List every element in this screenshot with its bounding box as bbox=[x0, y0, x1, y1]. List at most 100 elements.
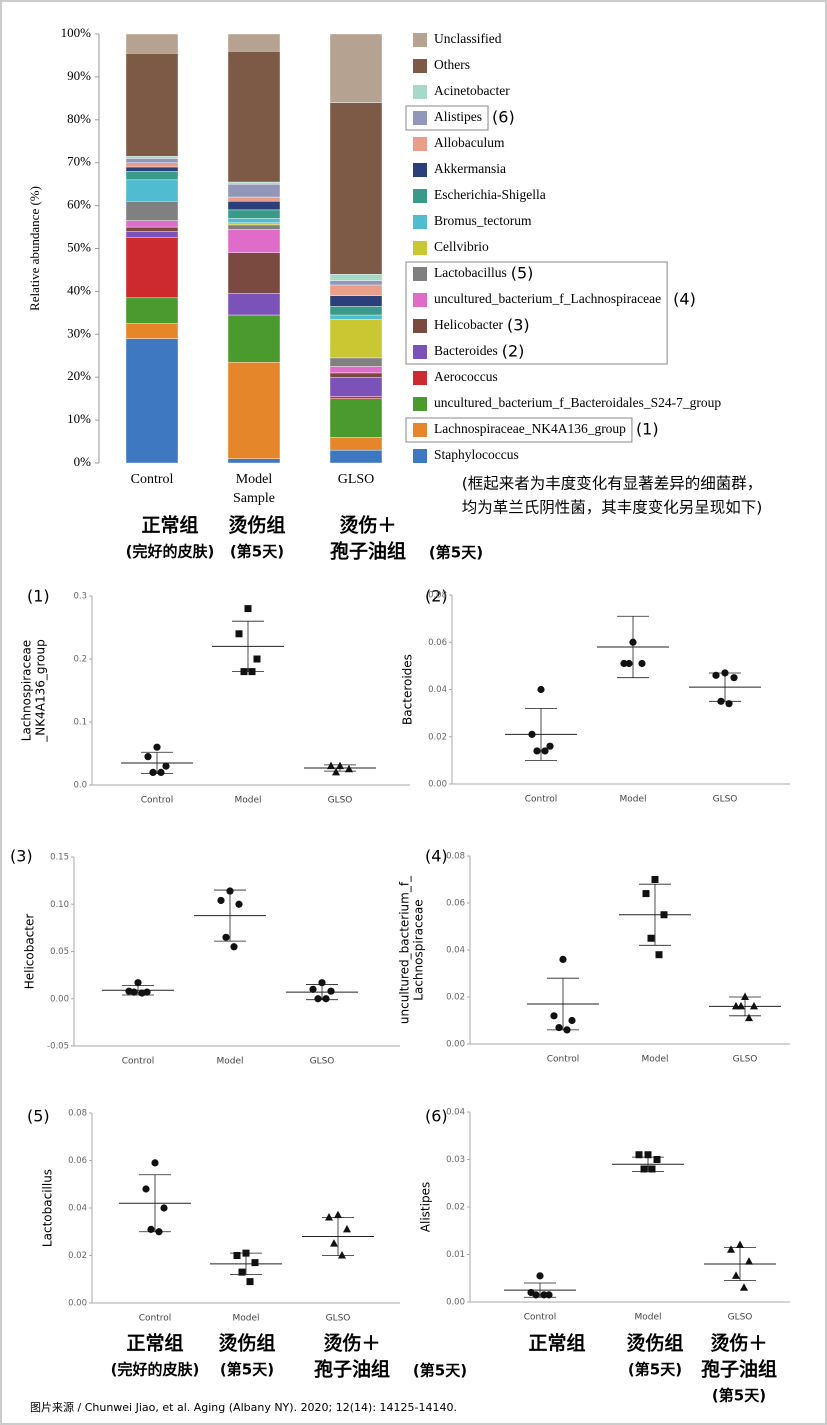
bar-segment bbox=[125, 33, 179, 54]
y-tick-label: 0.00 bbox=[446, 1298, 465, 1308]
legend-label: Cellvibrio bbox=[434, 239, 489, 254]
bar-segment bbox=[227, 228, 281, 253]
legend-tag: (2) bbox=[502, 342, 525, 361]
x-tick-label: Control bbox=[131, 472, 174, 487]
legend-swatch bbox=[413, 59, 427, 73]
group-caption: 烫伤组 bbox=[218, 1332, 275, 1355]
group-caption: (完好的皮肤) bbox=[126, 543, 215, 561]
bar-segment bbox=[227, 361, 281, 459]
point bbox=[246, 1278, 254, 1286]
bar-segment bbox=[227, 50, 281, 183]
point bbox=[642, 890, 650, 898]
legend-swatch bbox=[413, 319, 427, 333]
y-tick-label: 30% bbox=[67, 325, 91, 340]
legend-label: Bromus_tectorum bbox=[434, 213, 532, 228]
y-tick-label: 90% bbox=[67, 68, 91, 83]
bar-segment bbox=[329, 280, 383, 286]
y-tick-label: 0.00 bbox=[446, 1040, 465, 1050]
bar-segment bbox=[227, 218, 281, 223]
point bbox=[725, 700, 733, 708]
bar-segment bbox=[227, 181, 281, 185]
strip-plot: (1) 0.0 0.1 0.2 0.3 Lachnospiraceae _NK4A136_g… bbox=[20, 587, 410, 806]
point bbox=[537, 685, 545, 694]
point bbox=[745, 1257, 753, 1265]
y-tick-label: 0.04 bbox=[446, 1108, 465, 1118]
y-axis-label: Lachnospiraceae bbox=[20, 640, 34, 741]
bar-segment bbox=[329, 314, 383, 320]
y-tick-label: 0.04 bbox=[428, 685, 447, 695]
legend-swatch bbox=[413, 137, 427, 151]
point bbox=[334, 1210, 342, 1219]
legend-swatch bbox=[413, 293, 427, 307]
x-tick-label: Control bbox=[139, 1314, 172, 1324]
bar-segment bbox=[329, 319, 383, 359]
bar-segment bbox=[329, 274, 383, 281]
y-tick-label: 0.00 bbox=[68, 1299, 87, 1309]
point bbox=[550, 1012, 558, 1020]
point bbox=[160, 1204, 168, 1212]
x-tick-label: Control bbox=[524, 1313, 557, 1323]
stacked-bar-chart: 0% 10% 20% 30% 40% 50% 60% 70% 80% 90% 100% Relativ… bbox=[27, 25, 721, 506]
strip-plot: (2) 0.00 0.02 0.04 0.06 0.08 Bacteroides Contro… bbox=[401, 587, 790, 805]
point bbox=[545, 1291, 553, 1299]
bar-segment bbox=[125, 226, 179, 232]
point bbox=[651, 876, 659, 883]
y-tick-label: 70% bbox=[67, 154, 91, 169]
group-caption: 孢子油组 bbox=[314, 1358, 390, 1381]
strip-plot: (6) 0.00 0.01 0.02 0.03 0.04 Alistipes Control M… bbox=[419, 1107, 790, 1323]
point bbox=[555, 1023, 563, 1032]
point bbox=[343, 1224, 351, 1233]
bar-segment bbox=[125, 297, 179, 324]
point bbox=[559, 955, 567, 964]
x-tick-label: Model bbox=[619, 795, 646, 805]
y-tick-label: 0.06 bbox=[446, 899, 465, 909]
point bbox=[540, 1291, 548, 1299]
legend-label: Escherichia-Shigella bbox=[434, 187, 546, 202]
legend-label: uncultured_bacterium_f_Lachnospiraceae bbox=[434, 291, 661, 306]
point bbox=[235, 900, 243, 908]
legend-label: Alistipes bbox=[434, 109, 482, 124]
point bbox=[327, 761, 335, 770]
x-tick-label: Model bbox=[234, 796, 261, 806]
legend-label: Helicobacter bbox=[434, 317, 503, 332]
point bbox=[235, 630, 243, 638]
point bbox=[533, 747, 541, 755]
legend-box bbox=[405, 105, 489, 131]
x-tick-label: GLSO bbox=[733, 1055, 758, 1065]
group-caption: 烫伤＋ bbox=[339, 514, 396, 537]
point bbox=[638, 659, 646, 668]
panel-label: (3) bbox=[10, 847, 33, 866]
point bbox=[233, 1252, 241, 1259]
bar-segment bbox=[125, 237, 179, 299]
panel-label: (2) bbox=[425, 587, 448, 606]
point bbox=[740, 1283, 748, 1291]
y-tick-label: 50% bbox=[67, 239, 91, 254]
x-tick-label: Model bbox=[216, 1057, 243, 1067]
legend-label: Staphylococcus bbox=[434, 447, 519, 462]
point bbox=[138, 989, 146, 997]
group-caption: (第5天) bbox=[712, 1387, 766, 1405]
bar-segment bbox=[227, 252, 281, 294]
point bbox=[568, 1016, 576, 1025]
x-tick-label: Control bbox=[122, 1057, 155, 1067]
bar-segment bbox=[125, 171, 179, 181]
group-caption: (第5天) bbox=[230, 543, 284, 561]
point bbox=[635, 1151, 643, 1159]
bar-segment bbox=[329, 306, 383, 316]
legend-label: Lactobacillus bbox=[434, 265, 507, 280]
y-tick-label: 0.15 bbox=[50, 853, 69, 863]
point bbox=[750, 1001, 758, 1010]
point bbox=[153, 743, 161, 751]
point bbox=[251, 1259, 259, 1267]
point bbox=[712, 671, 720, 679]
group-caption: 孢子油组 bbox=[701, 1358, 777, 1381]
legend-box bbox=[405, 261, 668, 365]
group-caption: (第5天) bbox=[429, 544, 483, 562]
bar-segment bbox=[329, 366, 383, 374]
group-caption: 正常组 bbox=[528, 1332, 585, 1355]
y-tick-label: 100% bbox=[61, 25, 92, 40]
y-axis-label: uncultured_bacterium_f_ bbox=[398, 875, 412, 1024]
bar-segment bbox=[329, 396, 383, 399]
bar-segment bbox=[329, 449, 383, 464]
group-caption: 烫伤＋ bbox=[710, 1332, 767, 1355]
